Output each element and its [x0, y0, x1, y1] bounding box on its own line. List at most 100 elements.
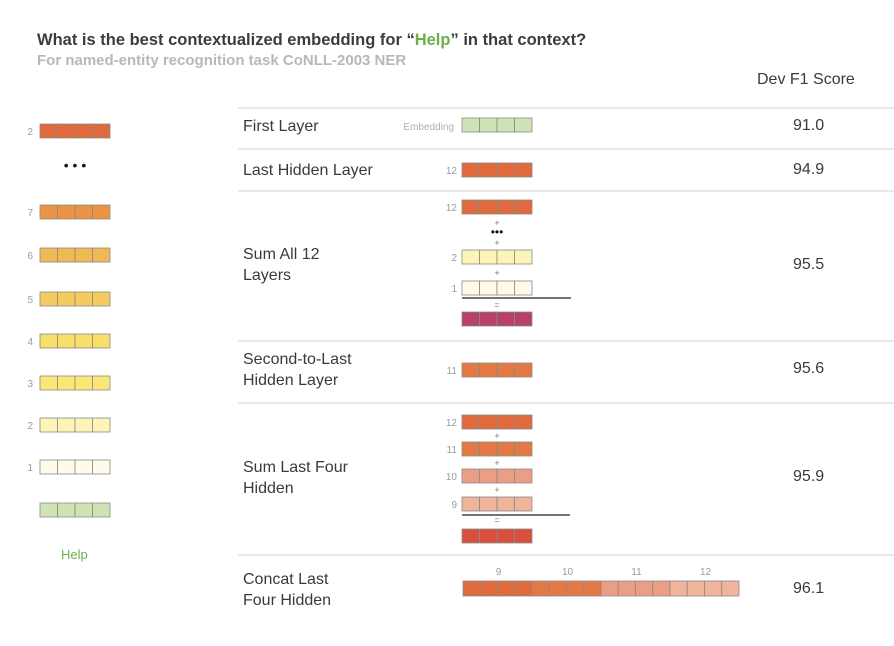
- second-to-last-layer-number: 11: [447, 366, 458, 377]
- concat-segment-layer-12-cell: [686, 580, 705, 597]
- score-sum-all-12-layers: 95.5: [793, 256, 825, 273]
- stack-vector-layer-4: [39, 333, 111, 349]
- stack-layer-label: 5: [27, 295, 33, 306]
- stack-vector-layer-7-cell: [92, 204, 111, 220]
- last-hidden-layer-vector-cell: [461, 162, 480, 178]
- concat-segment-layer-11-cell: [600, 580, 619, 597]
- sum-last-four-layer-number: 9: [451, 500, 457, 511]
- stack-vector-embedding-cell: [92, 502, 111, 518]
- concat-segment-layer-12-cell: [721, 580, 740, 597]
- stack-vector-layer-1-cell: [39, 459, 58, 475]
- stack-vector-layer-2-cell: [74, 417, 93, 433]
- stack-vector-layer-4-cell: [39, 333, 58, 349]
- concat-segment-label: 11: [631, 567, 642, 578]
- concat-segment-layer-11-cell: [617, 580, 636, 597]
- stack-vector-layer-3-cell: [39, 375, 58, 391]
- last-hidden-layer-vector-cell: [514, 162, 533, 178]
- concat-segment-label: 12: [700, 567, 712, 578]
- stack-layer-label: 3: [27, 379, 33, 390]
- sum-last-four-layer-number: 11: [447, 445, 458, 456]
- sum-all-vector-layer-12-cell: [496, 199, 515, 215]
- sum-all-result-vector: [461, 311, 533, 327]
- concat-segment-layer-11-cell: [635, 580, 654, 597]
- last-hidden-layer-vector-cell: [479, 162, 498, 178]
- sum-all-layer-number: 2: [451, 253, 457, 264]
- stack-vector-layer-6-cell: [74, 247, 93, 263]
- stack-vector-layer-6-cell: [39, 247, 58, 263]
- stack-vector-embedding-cell: [57, 502, 76, 518]
- stack-vector-layer-5-cell: [57, 291, 76, 307]
- sum-all-layer-number: 12: [446, 203, 458, 214]
- sum-last-four-result-vector: [461, 528, 533, 544]
- sum-last-four-vector-layer-12: [461, 414, 533, 430]
- sum-last-four-plus: +: [494, 458, 499, 468]
- sum-all-vector-layer-1: [461, 280, 533, 296]
- stack-vector-layer-5: [39, 291, 111, 307]
- stack-vector-layer-2-cell: [39, 417, 58, 433]
- stack-vector-layer-3-cell: [92, 375, 111, 391]
- title-prefix: What is the best contextualized embeddin…: [37, 31, 415, 49]
- row-label-sum-all-12-layers: Sum All 12 Layers: [243, 246, 320, 284]
- concat-segment-layer-10-cell: [531, 580, 550, 597]
- sum-last-four-vector-layer-11-cell: [496, 441, 515, 457]
- sum-last-four-vector-layer-11-cell: [479, 441, 498, 457]
- sum-last-four-layer-number: 12: [446, 418, 458, 429]
- concat-segment-layer-10-cell: [583, 580, 602, 597]
- sum-all-vector-layer-2-cell: [479, 249, 498, 265]
- concat-segment-layer-12-cell: [704, 580, 723, 597]
- sum-all-vector-layer-1-cell: [496, 280, 515, 296]
- stack-vector-layer-7-cell: [57, 204, 76, 220]
- stack-layer-label: 7: [27, 208, 33, 219]
- sum-all-vector-layer-1-cell: [461, 280, 480, 296]
- sum-last-four-result-vector-cell: [479, 528, 498, 544]
- stack-vector-layer-4-cell: [74, 333, 93, 349]
- stack-vector-embedding-cell: [74, 502, 93, 518]
- sum-all-result-vector-cell: [496, 311, 515, 327]
- first-layer-vector-cell: [461, 117, 480, 133]
- stack-vector-layer-1-cell: [57, 459, 76, 475]
- concat-segment-layer-10-cell: [566, 580, 585, 597]
- stack-vector-layer-2-cell: [92, 417, 111, 433]
- sum-all-plus: +: [494, 238, 499, 248]
- sum-all-layer-number: 1: [451, 284, 457, 295]
- stack-vector-layer-2: [39, 417, 111, 433]
- stack-layer-label: 6: [27, 251, 33, 262]
- sum-all-vector-layer-2: [461, 249, 533, 265]
- stack-vector-layer-5-cell: [39, 291, 58, 307]
- second-to-last-vector: [461, 362, 533, 378]
- first-layer-vector-cell: [514, 117, 533, 133]
- page-title: What is the best contextualized embeddin…: [37, 31, 586, 50]
- stack-vector-layer-2-cell: [57, 417, 76, 433]
- stack-vector-layer-3-cell: [57, 375, 76, 391]
- concat-segment-label: 10: [562, 567, 574, 578]
- last-hidden-layer-vector-cell: [496, 162, 515, 178]
- concat-segment-layer-12: [669, 580, 740, 597]
- concat-segment-layer-11-cell: [652, 580, 671, 597]
- sum-last-four-vector-layer-11-cell: [514, 441, 533, 457]
- score-first-layer: 91.0: [793, 117, 825, 134]
- sum-all-plus: +: [494, 218, 499, 228]
- stack-vector-layer-7: [39, 204, 111, 220]
- second-to-last-vector-cell: [461, 362, 480, 378]
- stack-layer-label: 4: [27, 337, 33, 348]
- sum-all-vector-layer-1-cell: [479, 280, 498, 296]
- row-label-first-layer: First Layer: [243, 118, 319, 135]
- score-sum-last-four-hidden: 95.9: [793, 468, 825, 485]
- score-second-to-last-hidden-layer: 95.6: [793, 360, 825, 377]
- sum-last-four-vector-layer-11-cell: [461, 441, 480, 457]
- first-layer-vector: [461, 117, 533, 133]
- row-label-sum-last-four-hidden: Sum Last Four Hidden: [243, 459, 348, 497]
- stack-vector-embedding-cell: [39, 502, 58, 518]
- concat-segment-layer-9: [462, 580, 533, 597]
- stack-layer-label: 1: [27, 463, 33, 474]
- stack-vector-layer-6-cell: [92, 247, 111, 263]
- sum-all-vector-layer-12: [461, 199, 533, 215]
- concat-segment-layer-9-cell: [479, 580, 498, 597]
- stack-vector-layer-12-cell: [39, 123, 58, 139]
- sum-all-equals: =: [494, 300, 499, 310]
- sum-last-four-vector-layer-9-cell: [496, 496, 515, 512]
- sum-last-four-result-vector-cell: [514, 528, 533, 544]
- stack-vector-layer-7-cell: [39, 204, 58, 220]
- sum-last-four-vector-layer-10: [461, 468, 533, 484]
- stack-vector-layer-1-cell: [92, 459, 111, 475]
